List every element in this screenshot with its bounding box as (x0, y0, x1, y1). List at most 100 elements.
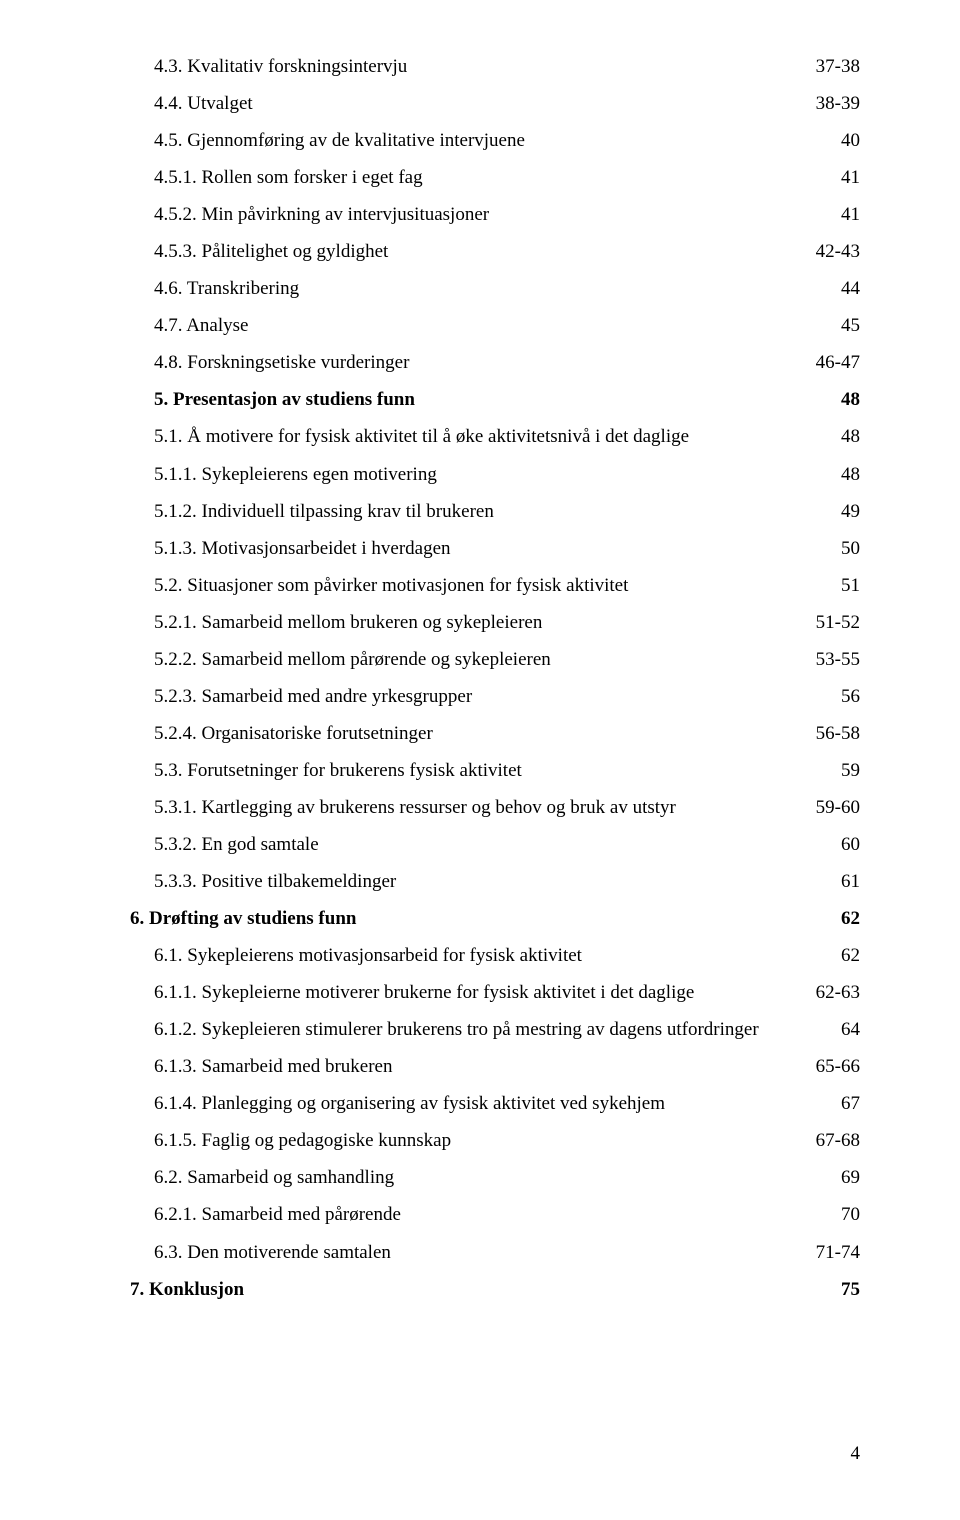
toc-line: 5. Presentasjon av studiens funn48 (130, 381, 860, 418)
toc-entry-text: 5.3.1. Kartlegging av brukerens ressurse… (154, 789, 804, 826)
toc-entry-text: 5.1. Å motivere for fysisk aktivitet til… (154, 418, 829, 455)
toc-line: 5.2. Situasjoner som påvirker motivasjon… (130, 567, 860, 604)
toc-line: 6.2.1. Samarbeid med pårørende70 (130, 1196, 860, 1233)
toc-line: 6.2. Samarbeid og samhandling69 (130, 1159, 860, 1196)
toc-entry-text: 5.3.3. Positive tilbakemeldinger (154, 863, 829, 900)
toc-entry-text: 5.2.4. Organisatoriske forutsetninger (154, 715, 804, 752)
toc-entry-page: 61 (829, 863, 860, 900)
toc-line: 4.7. Analyse45 (130, 307, 860, 344)
toc-line: 4.4. Utvalget38-39 (130, 85, 860, 122)
toc-entry-page: 56 (829, 678, 860, 715)
toc-entry-page: 56-58 (804, 715, 860, 752)
toc-entry-page: 64 (829, 1011, 860, 1048)
toc-entry-text: 7. Konklusjon (130, 1271, 829, 1308)
toc-entry-text: 5.1.2. Individuell tilpassing krav til b… (154, 493, 829, 530)
toc-line: 5.2.2. Samarbeid mellom pårørende og syk… (130, 641, 860, 678)
toc-entry-text: 6.1.1. Sykepleierne motiverer brukerne f… (154, 974, 804, 1011)
toc-entry-text: 4.7. Analyse (154, 307, 829, 344)
toc-entry-page: 42-43 (804, 233, 860, 270)
toc-line: 5.2.4. Organisatoriske forutsetninger56-… (130, 715, 860, 752)
toc-entry-page: 41 (829, 196, 860, 233)
toc-entry-text: 5.3.2. En god samtale (154, 826, 829, 863)
toc-entry-page: 62 (829, 900, 860, 937)
toc-entry-text: 6.1.3. Samarbeid med brukeren (154, 1048, 804, 1085)
toc-entry-text: 6.3. Den motiverende samtalen (154, 1234, 804, 1271)
toc-line: 4.6. Transkribering44 (130, 270, 860, 307)
toc-entry-page: 67-68 (804, 1122, 860, 1159)
toc-entry-text: 5.2.1. Samarbeid mellom brukeren og syke… (154, 604, 804, 641)
toc-entry-page: 48 (829, 381, 860, 418)
toc-entry-page: 37-38 (804, 48, 860, 85)
toc-line: 6. Drøfting av studiens funn62 (130, 900, 860, 937)
table-of-contents: 4.3. Kvalitativ forskningsintervju37-384… (130, 48, 860, 1308)
toc-entry-text: 6.1.5. Faglig og pedagogiske kunnskap (154, 1122, 804, 1159)
toc-entry-page: 50 (829, 530, 860, 567)
toc-entry-page: 51-52 (804, 604, 860, 641)
toc-entry-page: 67 (829, 1085, 860, 1122)
toc-entry-page: 59 (829, 752, 860, 789)
toc-entry-page: 59-60 (804, 789, 860, 826)
toc-line: 6.1.5. Faglig og pedagogiske kunnskap67-… (130, 1122, 860, 1159)
toc-entry-page: 75 (829, 1271, 860, 1308)
toc-entry-page: 65-66 (804, 1048, 860, 1085)
toc-entry-text: 6.1. Sykepleierens motivasjonsarbeid for… (154, 937, 829, 974)
toc-entry-page: 44 (829, 270, 860, 307)
toc-entry-page: 38-39 (804, 85, 860, 122)
toc-entry-page: 70 (829, 1196, 860, 1233)
toc-entry-text: 5.3. Forutsetninger for brukerens fysisk… (154, 752, 829, 789)
toc-entry-page: 48 (829, 456, 860, 493)
toc-line: 5.2.1. Samarbeid mellom brukeren og syke… (130, 604, 860, 641)
toc-entry-text: 6.1.2. Sykepleieren stimulerer brukerens… (154, 1011, 829, 1048)
toc-entry-page: 69 (829, 1159, 860, 1196)
toc-entry-page: 49 (829, 493, 860, 530)
toc-entry-page: 46-47 (804, 344, 860, 381)
toc-entry-text: 5. Presentasjon av studiens funn (154, 381, 829, 418)
toc-line: 5.3.3. Positive tilbakemeldinger61 (130, 863, 860, 900)
toc-entry-text: 5.2.3. Samarbeid med andre yrkesgrupper (154, 678, 829, 715)
toc-entry-page: 41 (829, 159, 860, 196)
toc-entry-page: 40 (829, 122, 860, 159)
toc-line: 6.1.3. Samarbeid med brukeren65-66 (130, 1048, 860, 1085)
page-number: 4 (851, 1435, 861, 1472)
toc-entry-text: 4.5.2. Min påvirkning av intervjusituasj… (154, 196, 829, 233)
toc-line: 5.1.3. Motivasjonsarbeidet i hverdagen50 (130, 530, 860, 567)
toc-entry-text: 6. Drøfting av studiens funn (130, 900, 829, 937)
toc-entry-text: 4.4. Utvalget (154, 85, 804, 122)
toc-entry-text: 4.5.3. Pålitelighet og gyldighet (154, 233, 804, 270)
toc-line: 5.1.2. Individuell tilpassing krav til b… (130, 493, 860, 530)
toc-entry-text: 6.1.4. Planlegging og organisering av fy… (154, 1085, 829, 1122)
toc-entry-text: 5.2. Situasjoner som påvirker motivasjon… (154, 567, 829, 604)
toc-line: 4.5.2. Min påvirkning av intervjusituasj… (130, 196, 860, 233)
toc-line: 4.5. Gjennomføring av de kvalitative int… (130, 122, 860, 159)
toc-entry-text: 6.2. Samarbeid og samhandling (154, 1159, 829, 1196)
toc-line: 4.5.1. Rollen som forsker i eget fag41 (130, 159, 860, 196)
toc-line: 6.1.2. Sykepleieren stimulerer brukerens… (130, 1011, 860, 1048)
toc-entry-page: 51 (829, 567, 860, 604)
toc-entry-text: 5.1.3. Motivasjonsarbeidet i hverdagen (154, 530, 829, 567)
toc-line: 6.1.4. Planlegging og organisering av fy… (130, 1085, 860, 1122)
toc-entry-page: 53-55 (804, 641, 860, 678)
toc-entry-text: 4.3. Kvalitativ forskningsintervju (154, 48, 804, 85)
toc-line: 5.3. Forutsetninger for brukerens fysisk… (130, 752, 860, 789)
toc-entry-page: 62 (829, 937, 860, 974)
toc-entry-page: 60 (829, 826, 860, 863)
toc-entry-text: 5.2.2. Samarbeid mellom pårørende og syk… (154, 641, 804, 678)
toc-entry-text: 4.5.1. Rollen som forsker i eget fag (154, 159, 829, 196)
toc-line: 7. Konklusjon75 (130, 1271, 860, 1308)
toc-entry-page: 71-74 (804, 1234, 860, 1271)
toc-line: 4.8. Forskningsetiske vurderinger46-47 (130, 344, 860, 381)
toc-entry-page: 62-63 (804, 974, 860, 1011)
toc-entry-text: 4.8. Forskningsetiske vurderinger (154, 344, 804, 381)
toc-line: 6.1.1. Sykepleierne motiverer brukerne f… (130, 974, 860, 1011)
toc-line: 5.1. Å motivere for fysisk aktivitet til… (130, 418, 860, 455)
toc-line: 6.1. Sykepleierens motivasjonsarbeid for… (130, 937, 860, 974)
toc-line: 5.3.1. Kartlegging av brukerens ressurse… (130, 789, 860, 826)
toc-line: 6.3. Den motiverende samtalen71-74 (130, 1234, 860, 1271)
toc-entry-text: 5.1.1. Sykepleierens egen motivering (154, 456, 829, 493)
toc-line: 5.3.2. En god samtale60 (130, 826, 860, 863)
toc-entry-page: 45 (829, 307, 860, 344)
toc-entry-text: 4.6. Transkribering (154, 270, 829, 307)
toc-entry-text: 6.2.1. Samarbeid med pårørende (154, 1196, 829, 1233)
toc-line: 5.2.3. Samarbeid med andre yrkesgrupper5… (130, 678, 860, 715)
toc-line: 4.3. Kvalitativ forskningsintervju37-38 (130, 48, 860, 85)
